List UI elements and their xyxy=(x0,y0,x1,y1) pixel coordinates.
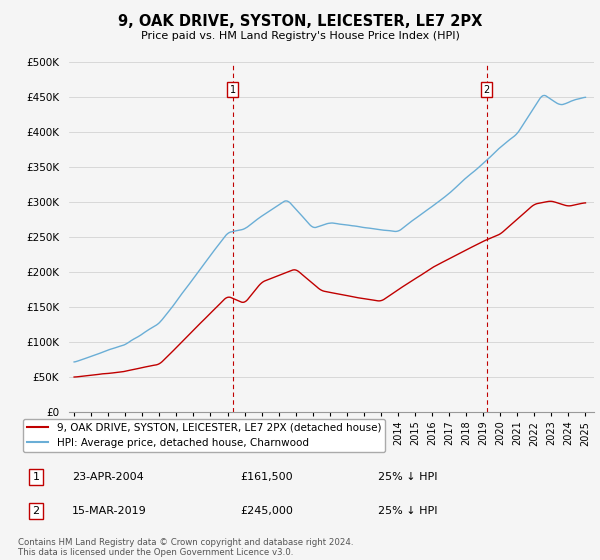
Text: £245,000: £245,000 xyxy=(240,506,293,516)
Text: 1: 1 xyxy=(230,85,236,95)
Text: 23-APR-2004: 23-APR-2004 xyxy=(72,472,144,482)
Text: 2: 2 xyxy=(484,85,490,95)
Text: £161,500: £161,500 xyxy=(240,472,293,482)
Text: 9, OAK DRIVE, SYSTON, LEICESTER, LE7 2PX: 9, OAK DRIVE, SYSTON, LEICESTER, LE7 2PX xyxy=(118,14,482,29)
Text: Price paid vs. HM Land Registry's House Price Index (HPI): Price paid vs. HM Land Registry's House … xyxy=(140,31,460,41)
Text: 15-MAR-2019: 15-MAR-2019 xyxy=(72,506,147,516)
Text: 1: 1 xyxy=(32,472,40,482)
Text: 25% ↓ HPI: 25% ↓ HPI xyxy=(378,472,437,482)
Text: Contains HM Land Registry data © Crown copyright and database right 2024.
This d: Contains HM Land Registry data © Crown c… xyxy=(18,538,353,557)
Legend: 9, OAK DRIVE, SYSTON, LEICESTER, LE7 2PX (detached house), HPI: Average price, d: 9, OAK DRIVE, SYSTON, LEICESTER, LE7 2PX… xyxy=(23,419,385,452)
Text: 2: 2 xyxy=(32,506,40,516)
Text: 25% ↓ HPI: 25% ↓ HPI xyxy=(378,506,437,516)
